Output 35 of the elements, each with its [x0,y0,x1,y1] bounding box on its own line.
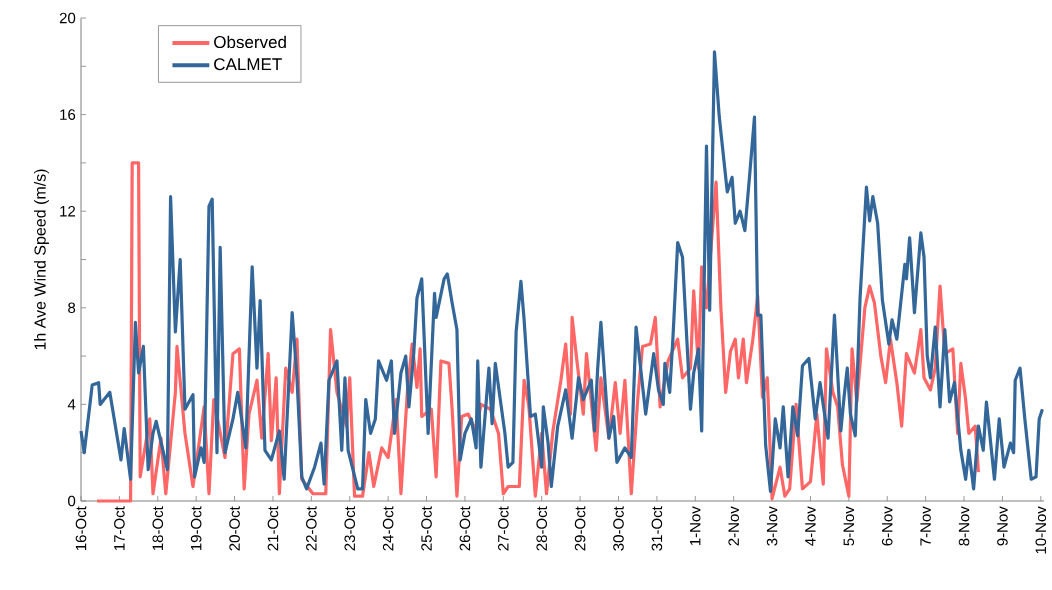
x-tick-label: 23-Oct [344,506,356,551]
x-tick-label: 10-Nov [1035,506,1047,554]
x-tick-label: 24-Oct [382,506,394,551]
x-tick-label: 31-Oct [651,506,663,551]
x-tick-label: 19-Oct [190,506,202,551]
x-tick-label: 30-Oct [613,506,624,551]
legend-label: CALMET [214,58,282,71]
y-tick-label: 4 [67,399,76,410]
x-tick-label: 28-Oct [536,506,548,551]
legend-label: Observed [214,35,286,49]
x-tick-label: 9-Nov [997,506,1008,546]
y-tick-label: 12 [60,205,76,217]
x-tick-label: 4-Nov [805,506,816,546]
y-tick-label: 0 [68,495,76,507]
x-tick-label: 25-Oct [421,506,432,551]
y-tick-label: 20 [59,12,76,24]
x-tick-label: 27-Oct [498,506,509,551]
x-tick-label: 21-Oct [267,506,279,551]
x-tick-label: 2-Nov [728,506,739,546]
x-tick-label: 29-Oct [574,506,586,551]
x-tick-label: 8-Nov [958,506,970,546]
x-tick-label: 16-Oct [75,506,87,551]
x-tick-label: 5-Nov [843,506,855,546]
x-tick-label: 1-Nov [690,506,701,546]
y-tick-label: 8 [68,302,76,314]
x-tick-label: 20-Oct [229,506,240,551]
x-tick-label: 26-Oct [459,506,471,551]
y-axis-title: 1h Ave Wind Speed (m/s) [34,169,49,350]
x-tick-label: 7-Nov [920,506,931,546]
x-tick-label: 17-Oct [114,506,125,551]
x-tick-label: 3-Nov [766,506,778,546]
x-tick-label: 18-Oct [152,506,164,551]
y-tick-label: 16 [60,109,76,120]
x-tick-label: 22-Oct [306,506,317,551]
x-tick-label: 6-Nov [881,506,893,546]
